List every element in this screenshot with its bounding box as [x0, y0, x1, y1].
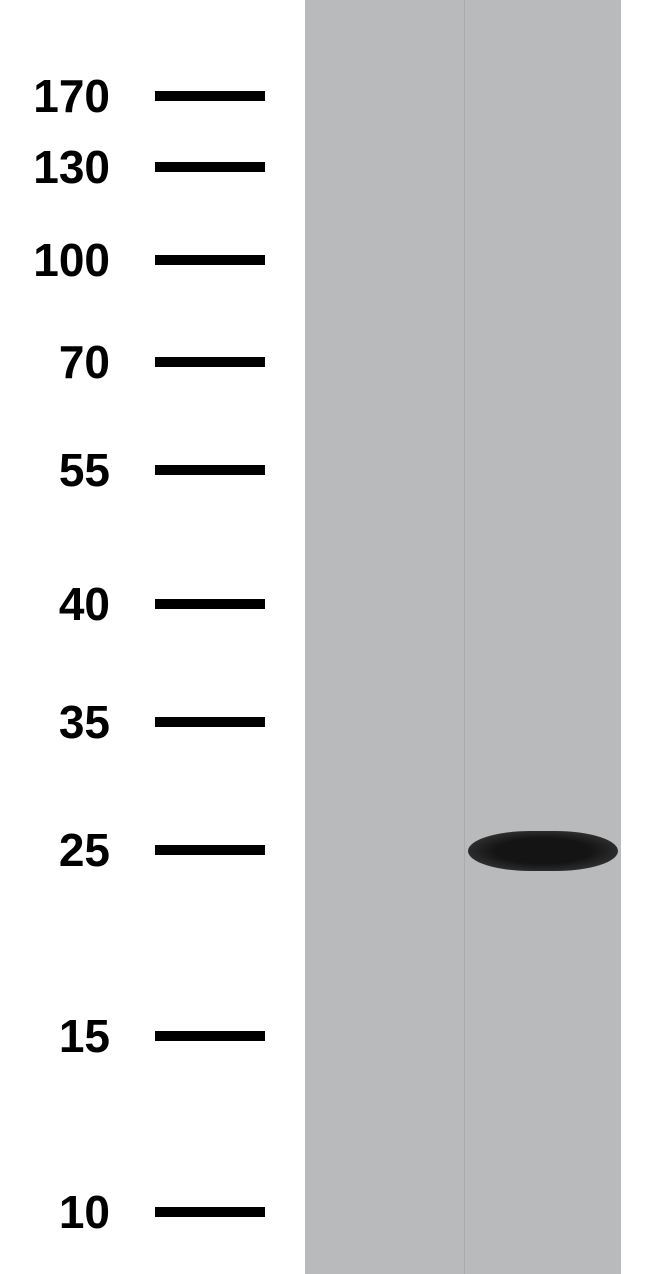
band-25kda [468, 831, 618, 871]
marker-label: 170 [0, 73, 130, 119]
marker-tick [155, 717, 265, 727]
marker-tick [155, 845, 265, 855]
molecular-weight-ladder: 170 130 100 70 55 40 35 25 15 10 [0, 0, 300, 1274]
marker-label: 40 [0, 581, 130, 627]
marker-tick [155, 465, 265, 475]
marker-tick [155, 162, 265, 172]
marker-tick [155, 1031, 265, 1041]
marker-row-55: 55 [0, 447, 300, 493]
marker-row-40: 40 [0, 581, 300, 627]
marker-label: 10 [0, 1189, 130, 1235]
marker-row-10: 10 [0, 1189, 300, 1235]
marker-tick [155, 91, 265, 101]
marker-tick [155, 357, 265, 367]
marker-tick [155, 1207, 265, 1217]
marker-label: 130 [0, 144, 130, 190]
marker-row-130: 130 [0, 144, 300, 190]
marker-label: 15 [0, 1013, 130, 1059]
marker-label: 70 [0, 339, 130, 385]
western-blot-figure: 170 130 100 70 55 40 35 25 15 10 [0, 0, 650, 1274]
marker-label: 100 [0, 237, 130, 283]
marker-tick [155, 255, 265, 265]
marker-row-70: 70 [0, 339, 300, 385]
marker-label: 25 [0, 827, 130, 873]
marker-row-15: 15 [0, 1013, 300, 1059]
marker-row-170: 170 [0, 73, 300, 119]
marker-row-25: 25 [0, 827, 300, 873]
blot-membrane [305, 0, 621, 1274]
marker-tick [155, 599, 265, 609]
marker-row-100: 100 [0, 237, 300, 283]
marker-label: 35 [0, 699, 130, 745]
marker-label: 55 [0, 447, 130, 493]
lane-divider [464, 0, 465, 1274]
marker-row-35: 35 [0, 699, 300, 745]
